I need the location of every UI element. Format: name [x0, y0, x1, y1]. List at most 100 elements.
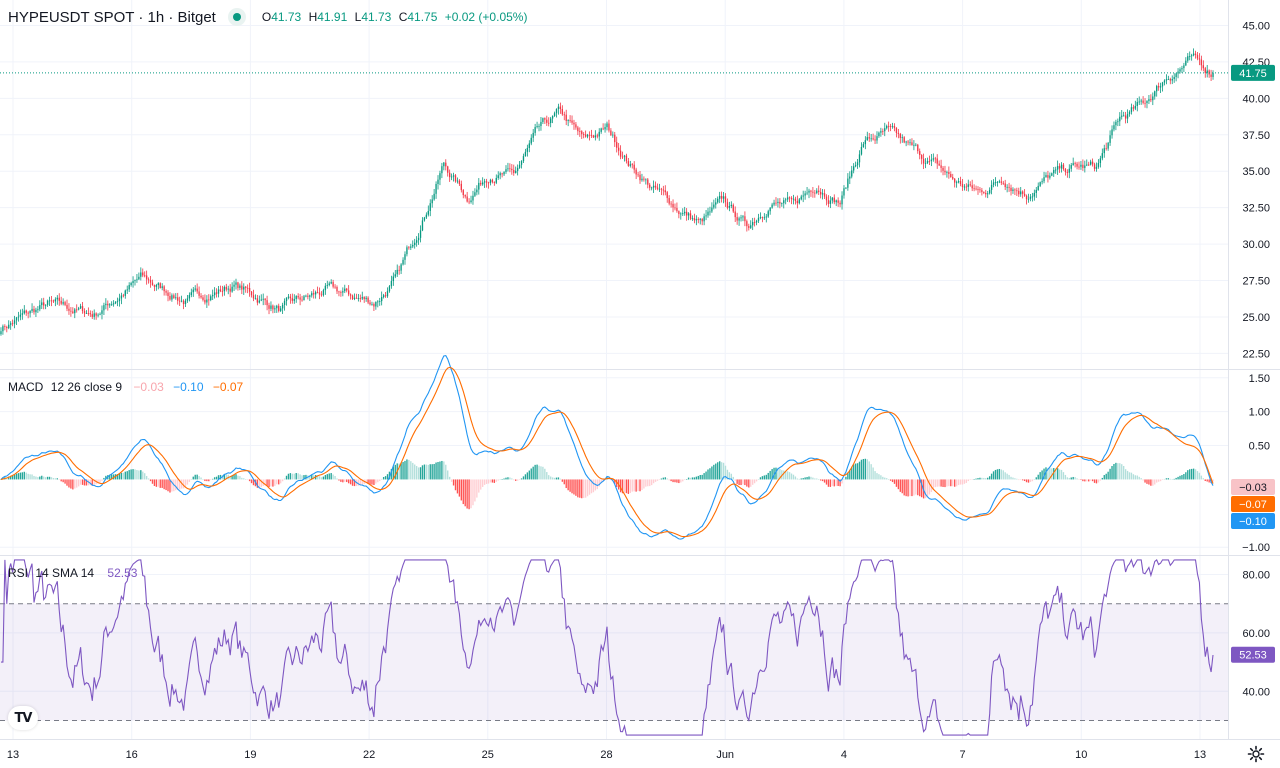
candle-body	[567, 119, 569, 121]
candle-body	[565, 114, 567, 121]
rsi-value-badge	[1231, 646, 1275, 663]
macd-histogram-bar	[140, 470, 142, 480]
candle-body	[1027, 198, 1030, 200]
price-tick-label: 37.50	[1242, 130, 1270, 142]
candle-body	[454, 175, 457, 182]
macd-legend-name: MACD	[8, 380, 44, 394]
macd-histogram-bar	[853, 464, 855, 480]
macd-histogram-bar	[54, 478, 57, 480]
macd-histogram-bar	[52, 478, 55, 480]
candle-body	[336, 286, 338, 292]
candle-body	[153, 285, 156, 287]
macd-histogram-bar	[551, 477, 554, 480]
candle-body	[777, 201, 779, 204]
candle-body	[779, 201, 781, 204]
candle-body	[357, 298, 360, 299]
macd-histogram-bar	[693, 477, 696, 480]
candle-body	[305, 295, 307, 297]
candle-body	[1037, 185, 1039, 190]
macd-histogram-bar	[410, 461, 412, 480]
macd-histogram-bar	[794, 476, 797, 480]
candle-body	[818, 190, 820, 192]
macd-histogram-bar	[1056, 468, 1059, 480]
macd-histogram-bar	[641, 479, 643, 490]
macd-histogram-bar	[878, 474, 880, 480]
macd-histogram-bar	[538, 465, 540, 480]
rsi-legend[interactable]: RSI 14 SMA 14 52.53	[8, 566, 137, 580]
candle-body	[654, 185, 657, 188]
macd-histogram-bar	[1165, 478, 1168, 480]
macd-histogram-bar	[981, 477, 983, 480]
macd-histogram-bar	[347, 479, 350, 484]
time-tick-label: 13	[7, 749, 19, 761]
candle-body	[412, 245, 414, 247]
candle-body	[0, 331, 2, 335]
gear-icon[interactable]	[1246, 744, 1266, 764]
candle-body	[942, 167, 944, 171]
macd-histogram-bar	[1146, 479, 1148, 484]
candle-body	[695, 219, 698, 221]
macd-histogram-bar	[456, 479, 459, 494]
candle-body	[891, 126, 894, 127]
macd-value-label: −0.03	[1239, 482, 1267, 494]
close-value: 41.75	[407, 10, 438, 24]
macd-histogram-bar	[482, 479, 484, 487]
candle-body	[390, 281, 393, 287]
macd-histogram-bar	[375, 479, 377, 484]
price-axis: 45.0042.5040.0037.5035.0032.5030.0027.50…	[1231, 20, 1275, 698]
macd-histogram-bar	[827, 479, 830, 487]
candle-body	[1074, 163, 1076, 165]
candle-body	[652, 185, 655, 188]
market-status-icon[interactable]	[227, 8, 246, 26]
candle-body	[1041, 181, 1043, 183]
candle-body	[499, 173, 501, 176]
candle-body	[198, 291, 200, 296]
candle-body	[175, 297, 177, 299]
candle-body	[825, 196, 828, 201]
macd-histogram-bar	[46, 476, 49, 480]
macd-histogram-bar	[513, 479, 515, 481]
macd-histogram-bar	[785, 471, 787, 480]
macd-histogram-bar	[118, 473, 121, 480]
candle-body	[668, 198, 670, 204]
macd-legend[interactable]: MACD 12 26 close 9 −0.03 −0.10 −0.07	[8, 380, 243, 394]
macd-histogram-bar	[252, 479, 255, 486]
macd-histogram-bar	[351, 479, 354, 486]
candle-body	[621, 156, 624, 158]
candle-body	[880, 131, 882, 133]
macd-histogram-bar	[1109, 468, 1111, 480]
candle-body	[959, 181, 962, 185]
macd-histogram-bar	[64, 479, 66, 484]
symbol-title[interactable]: HYPEUSDT SPOT · 1h · Bitget	[8, 8, 216, 26]
candle-body	[23, 310, 25, 314]
macd-histogram-bar	[264, 479, 266, 486]
macd-histogram-bar	[573, 479, 575, 495]
macd-histogram-bar	[934, 479, 936, 488]
macd-signal-line	[0, 366, 1214, 538]
macd-histogram-bar	[798, 478, 800, 480]
macd-histogram-bar	[796, 478, 799, 480]
candle-body	[573, 122, 575, 125]
macd-histogram-bar	[338, 479, 340, 481]
candle-body	[954, 178, 956, 183]
candle-body	[977, 189, 979, 190]
macd-histogram-bar	[83, 479, 86, 486]
tradingview-logo-icon[interactable]: TV	[8, 706, 38, 730]
candle-body	[309, 295, 311, 297]
candle-body	[29, 310, 31, 314]
candle-body	[522, 156, 525, 162]
macd-histogram-bar	[647, 479, 649, 487]
macd-histogram-bar	[279, 479, 282, 484]
candle-body	[594, 135, 597, 138]
rsi-value-label: 52.53	[1239, 650, 1267, 662]
macd-histogram-bar	[1035, 477, 1037, 480]
candle-body	[256, 298, 259, 303]
macd-histogram-bar	[433, 463, 435, 480]
macd-histogram-bar	[567, 479, 569, 491]
macd-histogram-bar	[1177, 476, 1179, 480]
candle-body	[210, 296, 212, 301]
macd-legend-hist: −0.03	[133, 380, 164, 394]
candle-body	[571, 120, 573, 123]
macd-histogram-bar	[50, 477, 53, 480]
